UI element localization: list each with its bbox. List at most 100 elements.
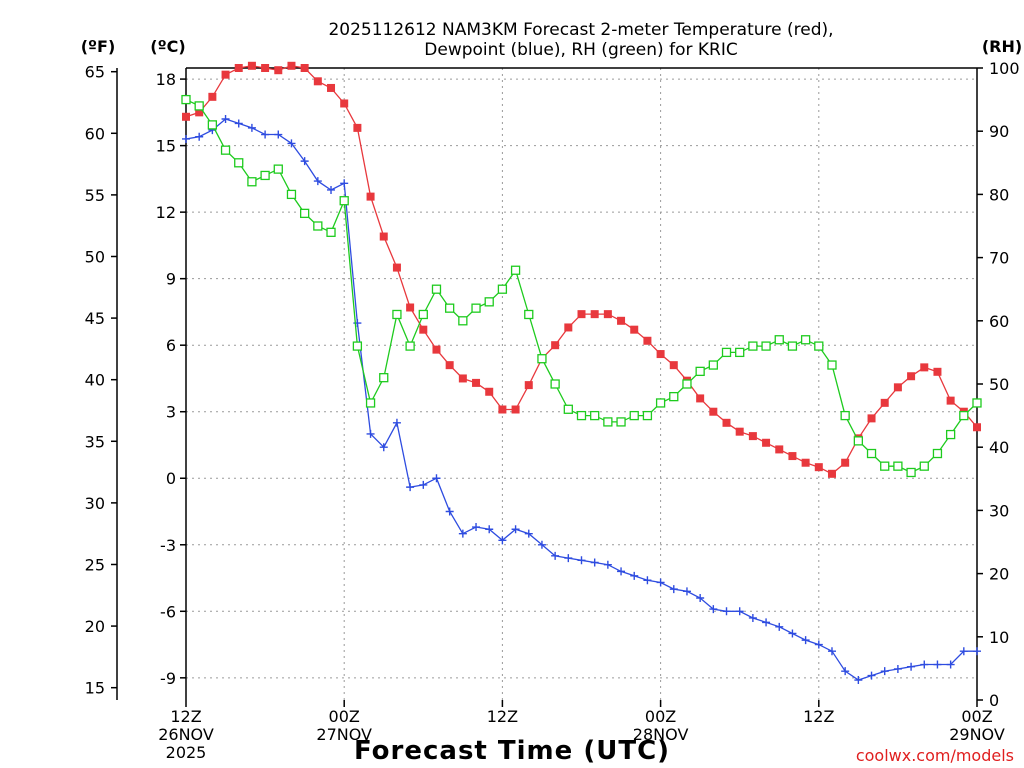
rh-marker xyxy=(194,101,204,111)
rh-marker xyxy=(247,177,257,187)
rh-marker xyxy=(313,221,323,231)
dewpoint-marker xyxy=(617,567,626,576)
data-series xyxy=(181,61,982,685)
rh-marker xyxy=(814,341,824,351)
x-tick-label: 26NOV xyxy=(158,725,214,744)
celsius-tick-label: -9 xyxy=(160,669,176,688)
fahrenheit-tick-label: 40 xyxy=(85,371,105,390)
temperature-marker xyxy=(208,92,217,101)
x-tick-label: 00Z xyxy=(961,707,992,726)
dewpoint-marker xyxy=(182,134,190,143)
rh-marker xyxy=(787,341,798,351)
dewpoint-marker xyxy=(669,585,678,594)
rh-marker xyxy=(893,461,903,471)
temperature-marker xyxy=(577,310,586,319)
temperature-marker xyxy=(182,112,190,121)
rh-marker xyxy=(721,347,732,358)
temperature-marker xyxy=(880,398,889,407)
temperature-marker xyxy=(353,123,362,132)
rh-unit-label: (RH) xyxy=(982,37,1022,56)
rh-marker xyxy=(260,170,270,181)
rh-tick-label: 100 xyxy=(989,59,1020,78)
rh-marker xyxy=(445,303,455,313)
rh-marker xyxy=(590,410,600,421)
dewpoint-marker xyxy=(313,177,322,186)
credit-link[interactable]: coolwx.com/models xyxy=(856,746,1014,765)
temperature-marker xyxy=(814,463,823,472)
fahrenheit-tick-label: 45 xyxy=(85,309,105,328)
rh-marker xyxy=(669,391,679,402)
rh-tick-label: 10 xyxy=(989,628,1009,647)
temperature-marker xyxy=(643,336,652,345)
dewpoint-marker xyxy=(946,660,955,669)
x-tick-label: 12Z xyxy=(170,707,201,726)
temperature-marker xyxy=(458,374,467,383)
rh-marker xyxy=(550,379,560,389)
rh-tick-label: 0 xyxy=(989,691,999,710)
rh-marker xyxy=(800,335,811,345)
dewpoint-marker xyxy=(814,640,823,649)
dewpoint-marker xyxy=(287,139,296,148)
x-tick-label: 28NOV xyxy=(633,725,689,744)
celsius-tick-label: 12 xyxy=(156,203,176,222)
temperature-marker xyxy=(551,341,560,350)
temperature-marker xyxy=(274,66,283,75)
temperature-marker xyxy=(511,405,520,414)
dewpoint-marker xyxy=(775,622,784,631)
x-tick-label: 00Z xyxy=(329,707,360,726)
dewpoint-marker xyxy=(300,157,309,166)
dewpoint-marker xyxy=(933,660,942,669)
rh-marker xyxy=(392,309,402,320)
dewpoint-marker xyxy=(340,179,349,188)
temperature-marker xyxy=(946,396,955,405)
celsius-tick-label: -3 xyxy=(160,536,176,555)
temperature-marker xyxy=(867,414,876,423)
dewpoint-marker xyxy=(498,536,507,545)
x-tick-label: 12Z xyxy=(803,707,834,726)
temperature-marker xyxy=(247,61,256,70)
fahrenheit-tick-label: 15 xyxy=(85,679,105,698)
rh-marker xyxy=(866,448,877,459)
dewpoint-marker xyxy=(537,540,546,549)
axes: 1815129630-3-6-9656055504540353025201510… xyxy=(85,59,1020,762)
temperature-marker xyxy=(524,381,533,390)
dewpoint-marker xyxy=(247,123,256,132)
rh-marker xyxy=(379,373,389,383)
rh-marker xyxy=(207,120,218,130)
rh-marker xyxy=(774,335,784,345)
temperature-marker xyxy=(472,378,481,387)
fahrenheit-tick-label: 25 xyxy=(85,555,105,574)
x-tick-label: 12Z xyxy=(487,707,518,726)
dewpoint-marker xyxy=(762,618,771,627)
rh-marker xyxy=(352,341,363,351)
temperature-marker xyxy=(841,458,850,467)
rh-marker xyxy=(840,410,850,421)
rh-marker xyxy=(695,366,705,377)
rh-marker xyxy=(537,354,547,364)
rh-marker xyxy=(682,379,692,389)
temperature-marker xyxy=(392,263,401,272)
dewpoint-marker xyxy=(419,480,428,489)
dewpoint-marker xyxy=(867,671,876,680)
rh-tick-label: 30 xyxy=(989,501,1009,520)
rh-marker xyxy=(919,461,929,471)
temperature-marker xyxy=(920,363,929,372)
dewpoint-marker xyxy=(472,523,481,532)
dewpoint-marker xyxy=(524,529,533,538)
fahrenheit-tick-label: 30 xyxy=(85,494,105,513)
rh-marker xyxy=(629,410,639,421)
temperature-marker xyxy=(590,310,599,319)
dewpoint-marker xyxy=(458,529,467,538)
rh-marker xyxy=(365,398,376,408)
dewpoint-marker xyxy=(630,571,639,580)
dewpoint-marker xyxy=(893,664,902,673)
fahrenheit-tick-label: 65 xyxy=(85,63,105,82)
x-tick-label: 27NOV xyxy=(316,725,372,744)
dewpoint-marker xyxy=(735,607,744,616)
rh-marker xyxy=(972,398,982,408)
dewpoint-marker xyxy=(195,132,204,141)
rh-marker xyxy=(708,360,718,370)
rh-marker xyxy=(655,398,666,408)
rh-marker xyxy=(286,189,297,200)
